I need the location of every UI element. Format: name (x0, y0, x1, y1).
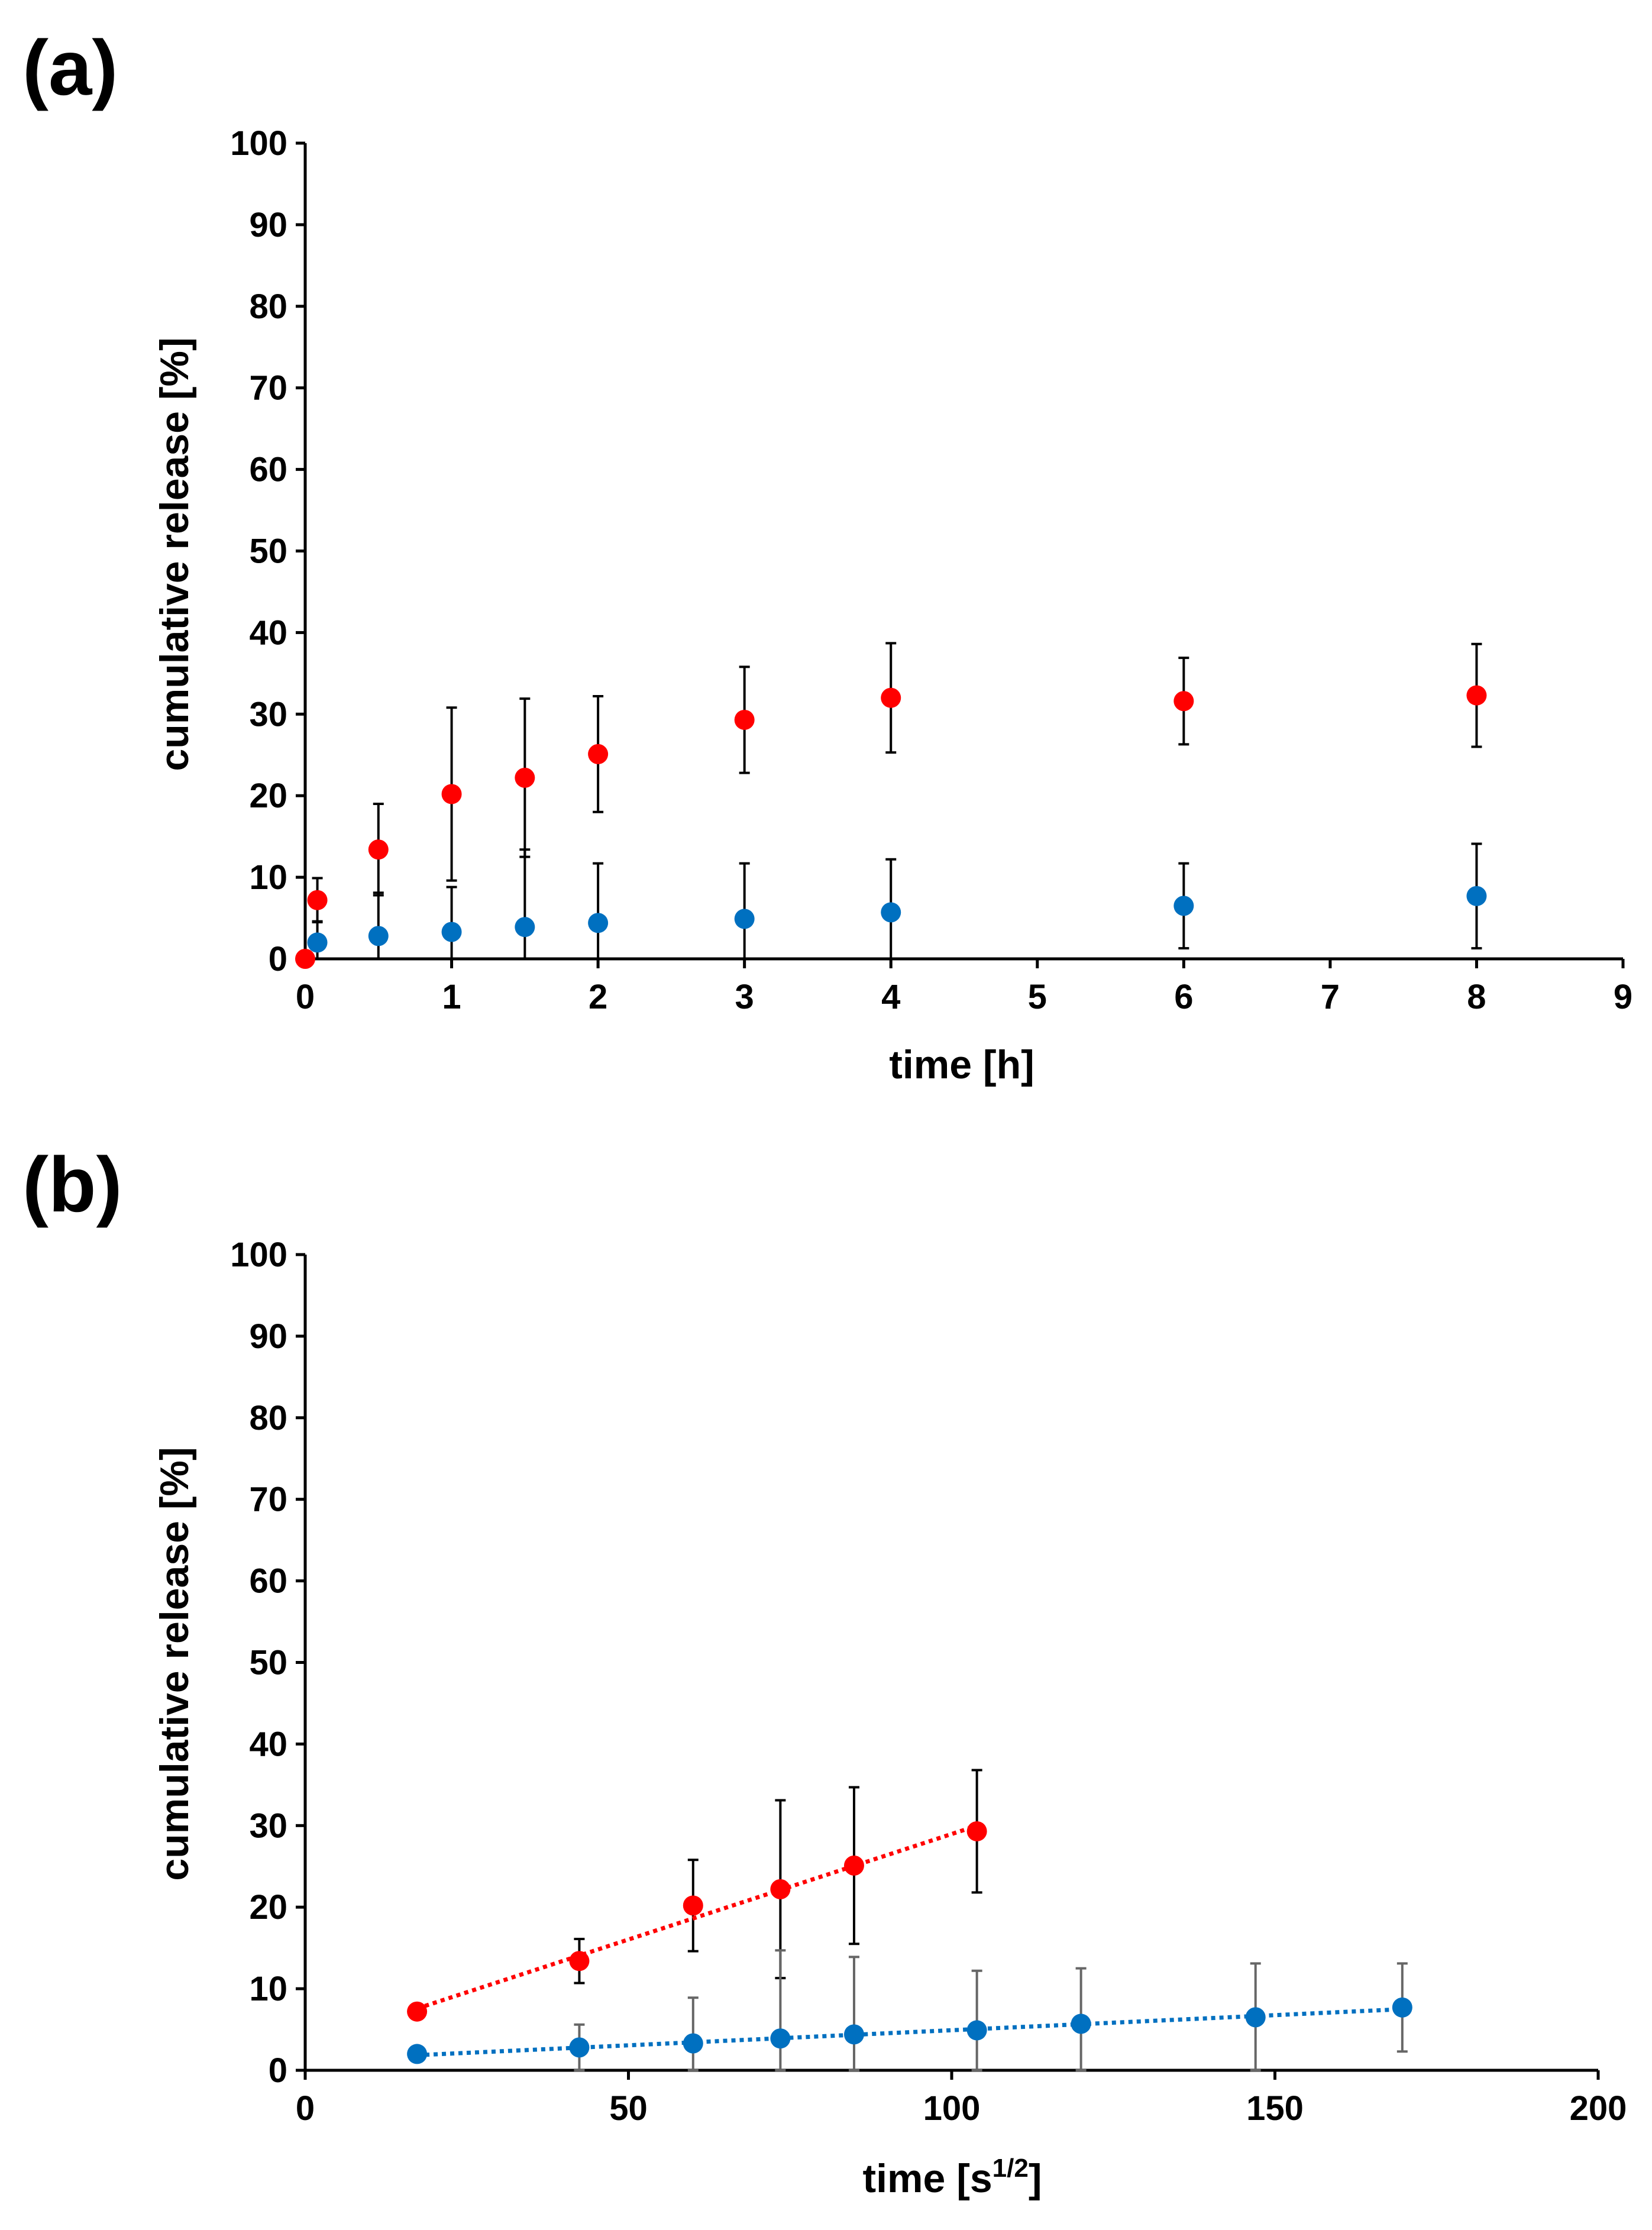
x-tick-label: 9 (1614, 978, 1632, 1016)
y-tick-label: 20 (249, 1888, 287, 1927)
data-point-red (441, 784, 462, 804)
y-tick-label: 10 (249, 1970, 287, 2008)
data-point-blue (307, 932, 328, 953)
data-point-red (1466, 685, 1487, 706)
data-point-red (734, 709, 755, 730)
y-tick-label: 30 (249, 1806, 287, 1845)
y-tick-label: 90 (249, 1317, 287, 1356)
data-point-blue (368, 926, 389, 946)
x-tick-label: 100 (923, 2089, 981, 2128)
axes-layer (303, 1255, 1598, 2072)
y-tick-label: 50 (249, 1644, 287, 1682)
x-tick-label: 2 (589, 978, 607, 1016)
data-point-blue (843, 2024, 864, 2045)
data-point-red (407, 2001, 428, 2022)
x-axis-title-main: time [s (862, 2156, 992, 2201)
x-tick-label: 6 (1174, 978, 1193, 1016)
x-tick-label: 1 (442, 978, 461, 1016)
y-axis-title: cumulative release [%] (152, 1447, 197, 1880)
x-tick-label: 50 (609, 2089, 648, 2128)
data-point-blue (683, 2033, 703, 2054)
data-point-red (843, 1855, 864, 1876)
data-point-blue (1173, 896, 1194, 916)
panel-label: (a) (22, 24, 118, 111)
y-tick-label: 20 (249, 777, 287, 815)
data-point-red (295, 949, 315, 969)
data-point-red (966, 1821, 987, 1841)
y-tick-label: 70 (249, 1481, 287, 1519)
trendline-layer (416, 1824, 1402, 2057)
data-point-red (881, 687, 901, 708)
y-tick-label: 80 (249, 287, 287, 326)
x-tick-label: 3 (735, 978, 754, 1016)
data-point-blue (569, 2037, 590, 2058)
data-point-blue (588, 913, 609, 933)
x-tick-label: 150 (1246, 2089, 1304, 2128)
point-layer (295, 685, 1487, 969)
trendline-blue (416, 2007, 1402, 2057)
y-tick-label: 60 (249, 1562, 287, 1601)
y-tick-label: 30 (249, 695, 287, 733)
data-point-red (1173, 691, 1194, 712)
tick-layer: 0 10 20 30 40 50 60 70 80 90 100 0 1 2 3 4 5 6 7 8 9 (230, 124, 1632, 1016)
y-tick-label: 90 (249, 206, 287, 244)
y-tick-label: 70 (249, 369, 287, 408)
data-point-red (569, 1951, 590, 1972)
data-point-red (588, 744, 609, 764)
y-tick-label: 0 (269, 2051, 287, 2090)
x-axis-title-superscript: 1/2 (993, 2154, 1029, 2183)
x-tick-label: 0 (296, 2089, 315, 2128)
data-point-blue (407, 2044, 428, 2064)
panel-label: (b) (22, 1141, 122, 1228)
data-point-blue (1392, 1997, 1412, 2018)
y-tick-label: 100 (230, 124, 287, 163)
data-point-blue (441, 922, 462, 942)
y-tick-label: 80 (249, 1399, 287, 1437)
data-point-blue (770, 2028, 791, 2049)
trendline-red (416, 1824, 978, 2011)
point-layer (407, 1821, 1412, 2064)
y-tick-label: 10 (249, 858, 287, 897)
y-tick-label: 40 (249, 1725, 287, 1763)
x-tick-label: 8 (1467, 978, 1486, 1016)
data-point-blue (1245, 2007, 1266, 2028)
errorbar-layer (574, 1769, 1408, 2071)
y-tick-label: 60 (249, 451, 287, 489)
chart-panel-b: (b) cumulative release [%] time [s1/2] 0… (22, 1141, 1627, 2201)
data-point-red (683, 1895, 703, 1916)
data-point-blue (734, 909, 755, 929)
x-tick-label: 0 (296, 978, 315, 1016)
data-point-red (770, 1879, 791, 1899)
y-axis-title: cumulative release [%] (152, 337, 197, 771)
data-point-red (368, 839, 389, 860)
y-tick-label: 50 (249, 532, 287, 571)
y-tick-label: 0 (269, 940, 287, 978)
data-point-blue (881, 902, 901, 923)
x-tick-label: 200 (1570, 2089, 1627, 2128)
x-axis-title: time [h] (889, 1042, 1034, 1087)
data-point-blue (966, 2020, 987, 2041)
x-tick-label: 7 (1321, 978, 1340, 1016)
chart-panel-a: (a) cumulative release [%] time [h] 0102… (22, 24, 1632, 1087)
data-point-blue (1466, 885, 1487, 906)
x-axis-title-end: ] (1029, 2156, 1042, 2201)
axes-layer (303, 143, 1623, 961)
x-tick-label: 5 (1028, 978, 1047, 1016)
data-point-red (515, 767, 535, 788)
x-tick-label: 4 (881, 978, 900, 1016)
y-tick-label: 40 (249, 613, 287, 652)
data-point-blue (515, 917, 535, 938)
data-point-red (307, 890, 328, 910)
x-axis-title: time [s1/2] (862, 2154, 1042, 2201)
data-point-blue (1071, 2014, 1091, 2034)
y-tick-label: 100 (230, 1236, 287, 1274)
tick-layer: 0 10 20 30 40 50 60 70 80 90 100 0 50 100 150 200 (230, 1236, 1627, 2128)
